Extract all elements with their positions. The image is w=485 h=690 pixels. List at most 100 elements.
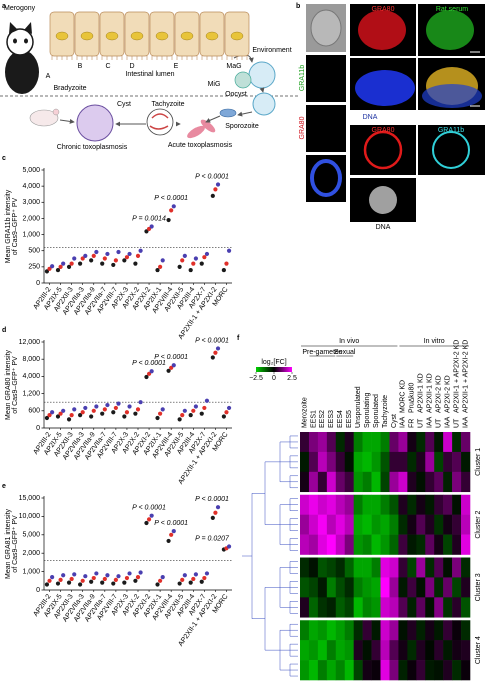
heatmap-cell [398,432,408,453]
dot [44,582,50,587]
heatmap-cell [344,557,354,578]
heatmap-cell [300,660,310,681]
parasite [180,31,194,41]
heatmap-cell [353,471,363,493]
heatmap-cell [407,640,417,661]
dot [210,193,215,198]
heatmap-cell [389,471,399,493]
parasite [80,31,94,41]
dot [89,258,94,263]
p-value: P = 0.0014 [132,215,166,222]
diagram-label: Merogony [4,5,36,12]
dot [55,581,61,586]
heatmap-cell [300,494,310,515]
heatmap-cell [398,577,408,598]
dot [144,520,149,526]
heatmap-cell [326,660,337,681]
dot [133,261,138,266]
heatmap-cell [461,534,471,555]
y-tick-label: 0 [36,587,40,594]
column-condition: UT [418,418,425,428]
dot [188,413,193,418]
heatmap-cell [434,620,444,641]
y-tick-label: 3,000 [22,199,40,206]
heatmap-cell [317,620,328,641]
y-tick-label: 5,000 [22,532,40,539]
p-value: P < 0.0001 [154,354,188,361]
heatmap-cell [353,451,363,473]
y-tick-label: 250 [28,264,40,271]
heatmap-cell [434,451,444,473]
dot [213,350,218,355]
heatmap-cell [353,534,363,555]
heatmap-cell [398,640,408,661]
heatmap-cell [434,494,444,515]
dot [94,404,99,409]
heatmap-cell [380,640,390,661]
heatmap-cell [434,577,444,598]
panel-letter: f [237,335,240,342]
heatmap-cell [300,432,310,453]
dot [149,513,154,518]
dot [127,571,132,576]
dot [58,577,63,582]
heatmap-cell [326,597,337,618]
heatmap-cell [344,514,354,535]
y-tick-label: 15,000 [19,495,41,502]
dot [100,261,105,266]
heatmap-cell [452,597,462,618]
dot [116,401,121,406]
heatmap-cell [380,660,390,681]
dot [133,578,138,583]
dot [138,400,143,405]
column-condition: IAA [444,416,451,428]
heatmap-cell [416,471,426,493]
heatmap-cell [425,471,435,493]
dot [149,224,154,229]
dot [72,572,77,577]
heatmap-cell [434,471,444,493]
dot [210,355,215,360]
dot [177,417,182,422]
dot [213,187,218,192]
heatmap-cell [443,432,453,453]
heatmap-cell [335,557,346,578]
heatmap-cell [398,514,408,535]
heatmap-cell [443,451,453,473]
heatmap-cell [416,534,426,555]
heatmap-cell [317,640,328,661]
heatmap-cell [398,451,408,473]
heatmap-cell [461,432,471,453]
heatmap-cell [362,557,372,578]
group-header: In vivo [339,338,359,345]
heatmap-cell [308,620,319,641]
column-label: Merozoite [301,397,308,428]
diagram-label: E [174,63,179,70]
heatmap-cell [362,660,372,681]
heatmap-cell [407,577,417,598]
heatmap-cell [380,577,390,598]
heatmap-cell [371,471,381,493]
heatmap-cell [335,471,346,493]
heatmap-cell [362,640,372,661]
y-axis-label: Mean GRA80 intensity [5,349,12,420]
heatmap-cell [425,577,435,598]
parasite [155,31,169,41]
heatmap-cell [452,451,462,473]
image-label: GRA11b [438,127,464,134]
heatmap-cell [452,557,462,578]
heatmap-cell [308,534,319,555]
dot [226,248,232,253]
dot [169,532,174,537]
dot [171,529,176,534]
heatmap-cell [335,577,346,598]
heatmap-cell [326,640,337,661]
y-tick-label: 10,000 [19,513,41,520]
heatmap-cell [371,514,381,535]
y-tick-label: 0 [36,280,40,287]
heatmap-cell [317,432,328,453]
dot [224,410,229,415]
dot [210,515,215,520]
heatmap-cell [425,494,435,515]
dot [204,251,210,257]
